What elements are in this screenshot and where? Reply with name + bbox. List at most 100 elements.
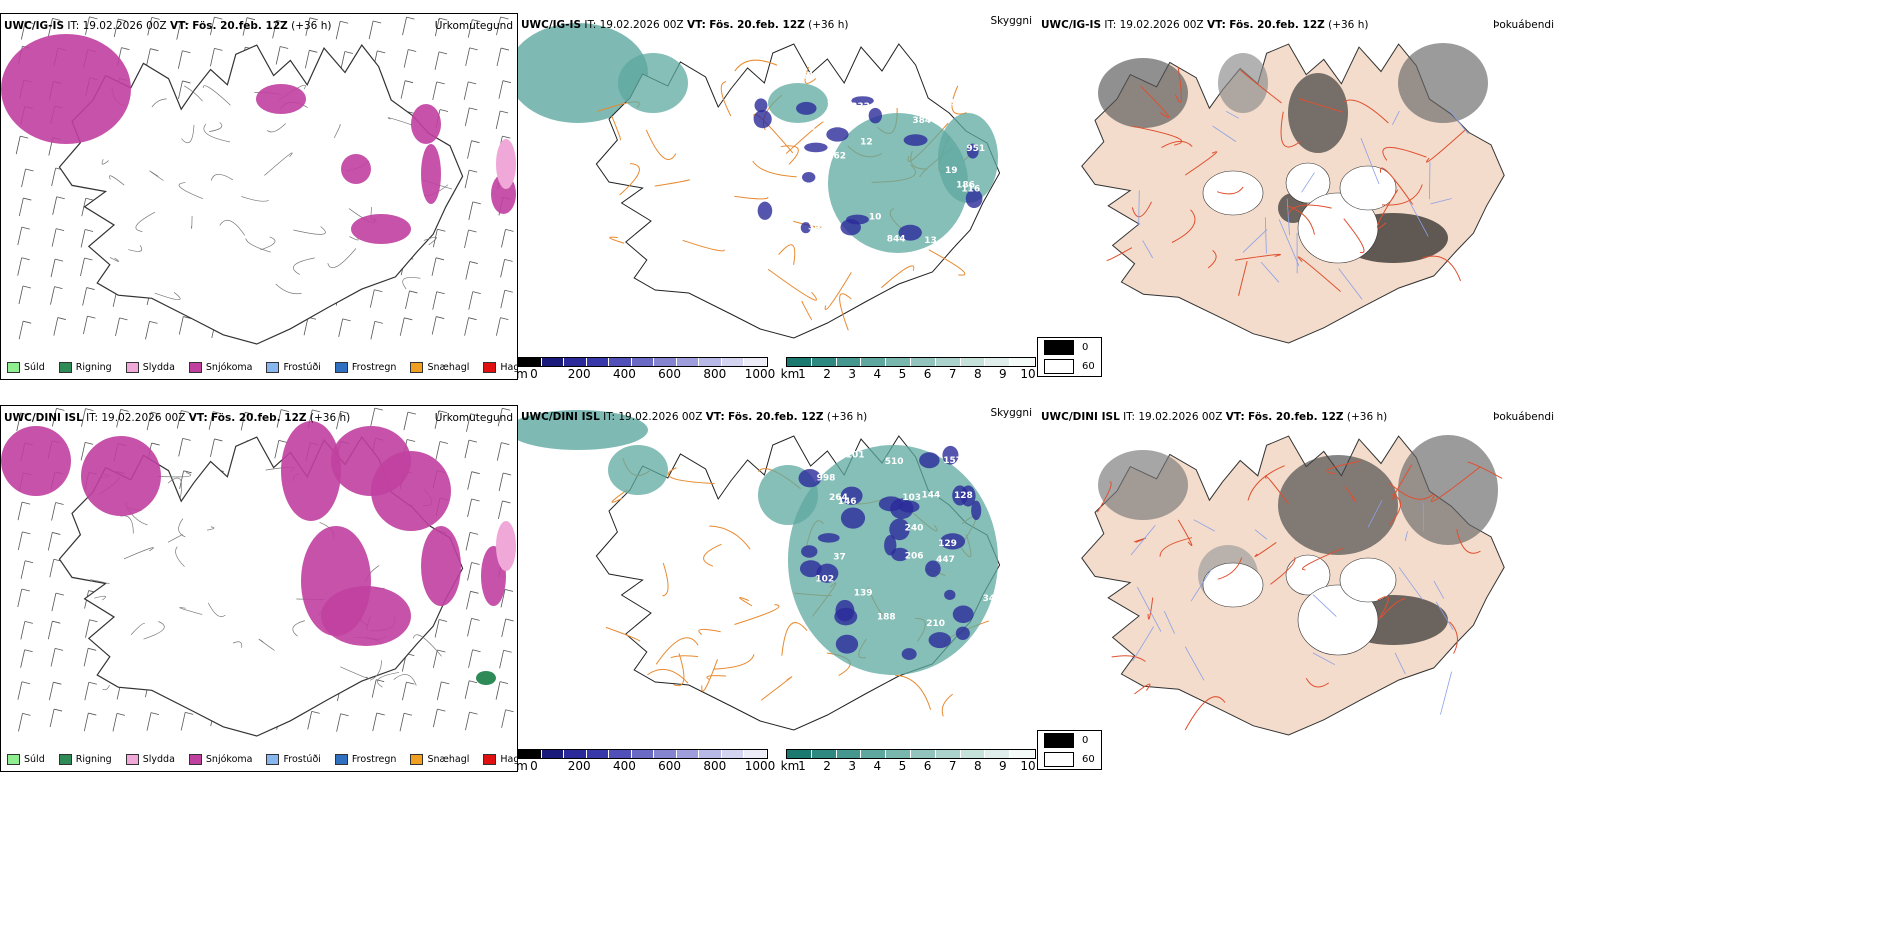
scale-unit: m — [518, 759, 528, 772]
legend-item-3: Snjókoma — [188, 754, 252, 765]
scale-tick: 2 — [823, 367, 831, 380]
ceiling-label: 102 — [815, 575, 834, 585]
scale-tick: 8 — [973, 367, 982, 380]
panel-title: UWC/IG-IS IT: 19.02.2026 00Z VT: Fös. 20… — [521, 19, 849, 31]
scale-tick: 6 — [923, 759, 932, 772]
scale-tick: 8 — [973, 759, 982, 772]
fog-legend: 0 60 — [1037, 337, 1102, 377]
legend-label: Frostregn — [351, 754, 397, 765]
visibility-panel-bottom: UWC/DINI ISL IT: 19.02.2026 00Z VT: Fös.… — [518, 405, 1038, 772]
ceiling-label: 146 — [838, 497, 857, 507]
fog-legend-swatch — [1044, 752, 1074, 767]
legend-swatch — [334, 754, 348, 765]
scale-tick: 3 — [848, 367, 857, 380]
scale-tick: 400 — [612, 367, 636, 380]
legend-swatch — [58, 754, 72, 765]
ceiling-label: 23 — [811, 128, 824, 138]
scale-tick: 9 — [999, 367, 1007, 380]
visibility-scale: km 1 2 3 4 5 6 7 8 9 10 — [781, 749, 1036, 772]
panel-title: UWC/DINI ISL IT: 19.02.2026 00Z VT: Fös.… — [4, 412, 351, 424]
visibility-scale: km 1 2 3 4 5 6 7 8 9 10 — [781, 357, 1036, 380]
scale-tick: 5 — [898, 759, 907, 772]
ceiling-label: 210 — [926, 619, 945, 629]
legend-swatch — [7, 754, 20, 765]
legend-item-5: Frostregn — [334, 362, 396, 373]
scale-tick: 4 — [873, 367, 882, 380]
legend-label: Frostúði — [283, 362, 321, 373]
precip-type-panel-top: UWC/IG-IS IT: 19.02.2026 00Z VT: Fös. 20… — [0, 13, 518, 380]
ceiling-label: 157 — [943, 456, 962, 466]
legend-item-3: Snjókoma — [188, 362, 253, 373]
ceiling-label: 139 — [854, 588, 873, 598]
legend-item-5: Frostregn — [334, 754, 397, 765]
legend-item-0: Súld — [7, 362, 45, 373]
legend-swatch — [266, 754, 280, 765]
ceiling-label: 10 — [869, 213, 882, 223]
panel-type-label: Þokuábendi — [1493, 411, 1554, 423]
scale-tick: 9 — [999, 759, 1007, 772]
scale-unit: km — [780, 367, 800, 380]
legend-label: Slydda — [142, 362, 175, 373]
fog-map — [1081, 435, 1505, 736]
legend-swatch — [483, 754, 497, 765]
fog-legend-label: 0 — [1082, 342, 1089, 353]
legend-item-1: Rigning — [58, 362, 112, 373]
scale-tick: 10 — [1020, 367, 1036, 380]
fog-legend-row: 0 — [1038, 731, 1101, 750]
ceiling-label: 12 — [860, 138, 873, 148]
legend-label: Snjókoma — [205, 362, 253, 373]
precip-legend: Súld Rigning Slydda Snjókoma Frostúði Frostre… — [7, 754, 518, 765]
legend-label: Rigning — [75, 362, 112, 373]
scale-bar — [786, 357, 1036, 367]
visibility-map: 998 210 101 146 240 447 177 103 188 129 345 144 128 2… — [518, 410, 1003, 731]
ceiling-label: 13 — [924, 236, 937, 246]
ceiling-label: 384 — [912, 116, 931, 126]
ceiling-scale: m 0 200 400 600 800 1000 — [518, 749, 775, 772]
ceiling-label: 67 — [895, 79, 908, 89]
fog-legend-label: 60 — [1082, 361, 1095, 372]
legend-label: Snæhagl — [427, 362, 470, 373]
ceiling-label: 844 — [887, 234, 906, 244]
legend-swatch — [334, 362, 348, 373]
visibility-panel-top: UWC/IG-IS IT: 19.02.2026 00Z VT: Fös. 20… — [518, 13, 1038, 380]
fog-legend-row: 60 — [1038, 750, 1101, 769]
ceiling-label: 188 — [877, 613, 896, 623]
scale-tick: 2 — [823, 759, 831, 772]
ceiling-label: 341 — [808, 223, 827, 233]
ceiling-label: 37 — [833, 552, 846, 562]
legend-swatch — [410, 754, 424, 765]
legend-label: Haglél — [500, 754, 518, 765]
ceiling-label: 189 — [938, 99, 957, 109]
legend-swatch — [188, 362, 202, 373]
ceiling-label: 116 — [961, 184, 980, 194]
fog-legend-swatch — [1044, 733, 1074, 748]
fog-panel-bottom: UWC/DINI ISL IT: 19.02.2026 00Z VT: Fös.… — [1038, 405, 1558, 772]
legend-item-0: Súld — [7, 754, 45, 765]
scale-tick: 600 — [658, 367, 682, 380]
legend-swatch — [125, 754, 139, 765]
legend-item-4: Frostúði — [266, 754, 321, 765]
legend-item-7: Haglél — [483, 754, 518, 765]
legend-item-6: Snæhagl — [410, 362, 469, 373]
legend-item-2: Slydda — [125, 754, 175, 765]
ceiling-label: 345 — [983, 594, 1002, 604]
ceiling-label: 103 — [902, 493, 921, 503]
scale-tick: 5 — [898, 367, 907, 380]
scale-bar — [518, 357, 768, 367]
legend-swatch — [266, 362, 280, 373]
scale-tick: 800 — [703, 759, 727, 772]
legend-label: Súld — [24, 754, 45, 765]
legend-item-7: Haglél — [483, 362, 517, 373]
ceiling-label: 129 — [938, 539, 957, 549]
ceiling-label: 262 — [827, 152, 846, 162]
scale-unit: km — [780, 759, 800, 772]
scale-tick: 0 — [530, 759, 538, 772]
precip-legend: Súld Rigning Slydda Snjókoma Frostúði Frostre… — [7, 362, 517, 373]
scale-tick: 600 — [658, 759, 682, 772]
scale-tick: 200 — [567, 367, 591, 380]
panel-type-label: Úrkomutegund — [434, 412, 513, 424]
ceiling-label: 177 — [984, 630, 1003, 640]
scale-tick: 4 — [873, 759, 882, 772]
panel-title: UWC/DINI ISL IT: 19.02.2026 00Z VT: Fös.… — [521, 411, 868, 423]
